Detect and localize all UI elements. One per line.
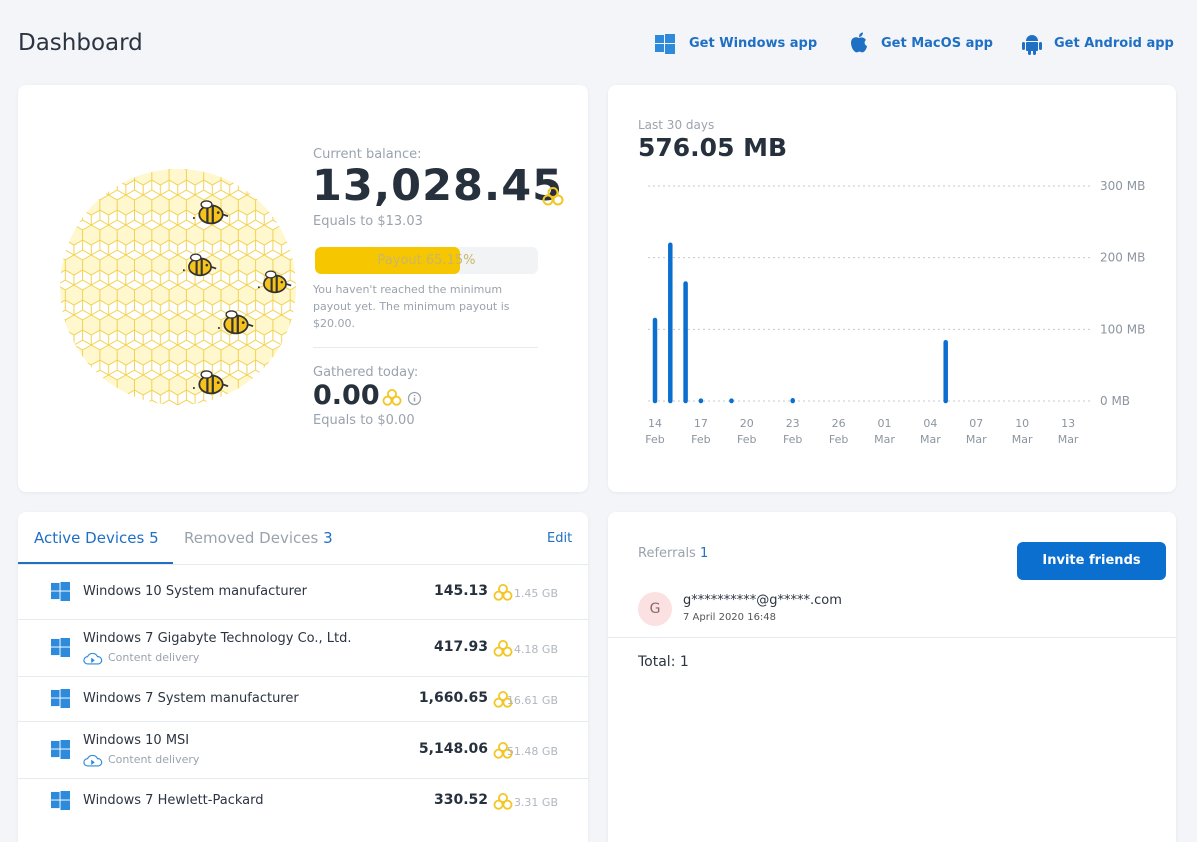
coin-icon [493, 584, 513, 602]
tab-label: Active Devices [34, 529, 145, 547]
device-size: 4.18 GB [513, 642, 558, 656]
device-name: Windows 7 Hewlett-Packard [83, 792, 264, 808]
removed-tab[interactable]: Removed Devices 3 [184, 529, 333, 547]
y-tick-label: 100 MB [1100, 322, 1145, 336]
device-amount: 145.13 [433, 582, 488, 599]
referral-date: 7 April 2020 16:48 [683, 612, 777, 623]
device-row: Windows 10 System manufacturer 145.13 1.45… [18, 564, 588, 620]
payout-progress-label: Payout 65.15% [377, 253, 476, 268]
device-size: 16.61 GB [506, 693, 558, 707]
balance-label: Current balance: [313, 147, 422, 162]
device-name: Windows 10 MSI [83, 732, 190, 748]
today-equals: Equals to $0.00 [313, 413, 415, 428]
device-size: 1.45 GB [513, 586, 558, 600]
tab-count: 5 [149, 529, 159, 547]
device-row: Windows 10 MSI Content delivery 5,148.06 51… [18, 721, 588, 779]
device-size: 3.31 GB [513, 795, 558, 809]
referrals-count: 1 [699, 546, 709, 561]
macos-link[interactable]: Get MacOS app [881, 36, 993, 51]
avatar: G [638, 592, 672, 626]
windows-icon [51, 791, 70, 810]
x-tick-label: 20 Feb [737, 417, 757, 446]
windows-icon [51, 638, 70, 657]
chart-subtitle: Last 30 days [638, 118, 715, 132]
payout-progress-fill [315, 247, 461, 274]
android-icon [1022, 35, 1042, 55]
apple-icon [851, 32, 867, 53]
windows-icon [51, 740, 70, 759]
coin-icon [382, 389, 402, 407]
device-amount: 5,148.06 [418, 740, 488, 757]
y-tick-label: 0 MB [1100, 394, 1130, 408]
device-row: Windows 7 Gigabyte Technology Co., Ltd. C… [18, 619, 588, 677]
x-tick-label: 10 Mar [1011, 417, 1033, 446]
windows-link[interactable]: Get Windows app [689, 36, 818, 51]
honeycomb [60, 169, 296, 405]
divider [313, 347, 538, 348]
device-amount: 1,660.65 [418, 689, 488, 706]
today-amount: 0.00 [313, 380, 380, 411]
device-row: Windows 7 Hewlett-Packard 330.52 3.31 GB [18, 778, 588, 824]
devices-card: Active Devices 5 Removed Devices 3 Edit … [18, 512, 588, 842]
balance-amount: 13,028.45 [312, 161, 564, 211]
x-tick-label: 26 Feb [828, 417, 849, 446]
windows-icon [655, 34, 675, 54]
balance-card: Current balance: 13,028.45 Equals to $13… [18, 85, 588, 492]
coin-icon [493, 640, 513, 658]
invite-button[interactable]: Invite friends [1017, 542, 1166, 580]
cloud-icon [83, 652, 103, 665]
device-subtitle: Content delivery [108, 650, 200, 664]
referrals-label: Referrals 1 [638, 546, 708, 561]
device-size: 51.48 GB [506, 744, 558, 758]
x-tick-label: 01 Mar [874, 417, 895, 446]
referral-total: Total: 1 [638, 654, 689, 670]
device-name: Windows 10 System manufacturer [83, 583, 307, 599]
tab-label: Removed Devices [184, 529, 319, 547]
active-tab[interactable]: Active Devices 5 [34, 529, 159, 547]
android-link[interactable]: Get Android app [1054, 36, 1174, 51]
x-tick-label: 07 Mar [965, 417, 987, 446]
y-tick-label: 200 MB [1100, 251, 1145, 265]
chart-title: 576.05 MB [638, 133, 788, 162]
today-label: Gathered today: [313, 365, 419, 380]
traffic-card: Last 30 days 576.05 MB 0 MB 100 MB 200 MB 3… [608, 85, 1176, 492]
x-tick-label: 23 Feb [782, 417, 803, 446]
coin-icon [493, 793, 513, 811]
divider [608, 637, 1176, 638]
cloud-icon [83, 754, 103, 767]
referral-email: g**********@g*****.com [683, 593, 842, 608]
device-amount: 417.93 [433, 638, 488, 655]
page-title: Dashboard [18, 30, 143, 56]
windows-icon [51, 582, 70, 601]
coin-icon [542, 187, 564, 207]
device-name: Windows 7 Gigabyte Technology Co., Ltd. [83, 630, 352, 646]
referrals-text: Referrals [638, 546, 696, 561]
balance-equals: Equals to $13.03 [313, 214, 423, 229]
device-name: Windows 7 System manufacturer [83, 690, 299, 706]
x-tick-label: 04 Mar [920, 417, 941, 446]
referrals-card: Referrals 1 Invite friends G g**********… [608, 512, 1176, 842]
device-row: Windows 7 System manufacturer 1,660.65 16.… [18, 676, 588, 722]
device-amount: 330.52 [433, 791, 488, 808]
x-tick-label: 17 Feb [691, 417, 711, 446]
active-tab-underline [18, 562, 173, 564]
x-tick-label: 14 Feb [645, 417, 665, 446]
payout-note: You haven't reached the minimum payout y… [313, 283, 510, 330]
info-icon[interactable] [407, 391, 422, 406]
device-subtitle: Content delivery [108, 752, 200, 766]
tab-count: 3 [323, 529, 333, 547]
payout-progress-track: Payout 65.15% [315, 247, 538, 274]
x-tick-label: 13 Mar [1057, 417, 1079, 446]
y-tick-label: 300 MB [1100, 179, 1145, 193]
bar-chart: 0 MB 100 MB 200 MB 300 MB [648, 179, 1145, 408]
windows-icon [51, 689, 70, 708]
edit-link[interactable]: Edit [547, 531, 573, 546]
